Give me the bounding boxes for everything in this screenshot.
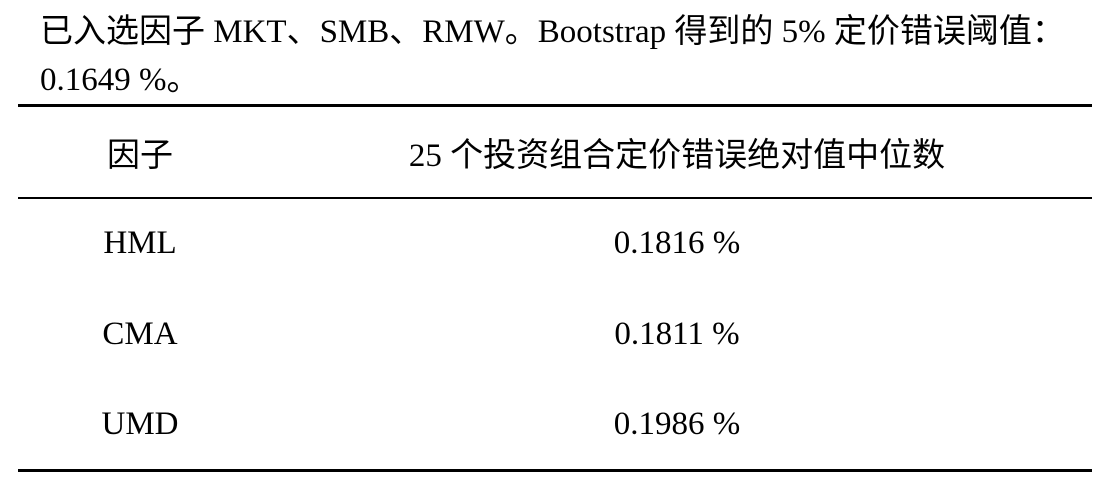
row: HML 0.1816 % [18,198,1092,289]
cell: 0.1986 % [613,405,741,442]
table: 因子 25 个投资组合定价错误绝对值中位数 HML 0.1816 % CMA 0… [18,104,1092,472]
header-cell: 因子 [107,137,173,174]
caption: 已入选因子 MKT、SMB、RMW。Bootstrap 得到的 5% 定价错误阈… [40,14,1065,98]
table-body: HML 0.1816 % CMA 0.1811 % UMD 0.1986 % [18,198,1092,471]
row: UMD 0.1986 % [18,380,1092,471]
cell: UMD [101,405,179,442]
row: CMA 0.1811 % [18,289,1092,380]
cell: CMA [102,315,178,352]
cell: 0.1816 % [613,225,741,261]
cell: HML [103,225,177,261]
table-header: 因子 25 个投资组合定价错误绝对值中位数 [18,105,1092,198]
header-row: 因子 25 个投资组合定价错误绝对值中位数 [18,105,1092,198]
cell: 0.1811 % [614,315,740,352]
header-cell: 25 个投资组合定价错误绝对值中位数 [408,137,946,174]
